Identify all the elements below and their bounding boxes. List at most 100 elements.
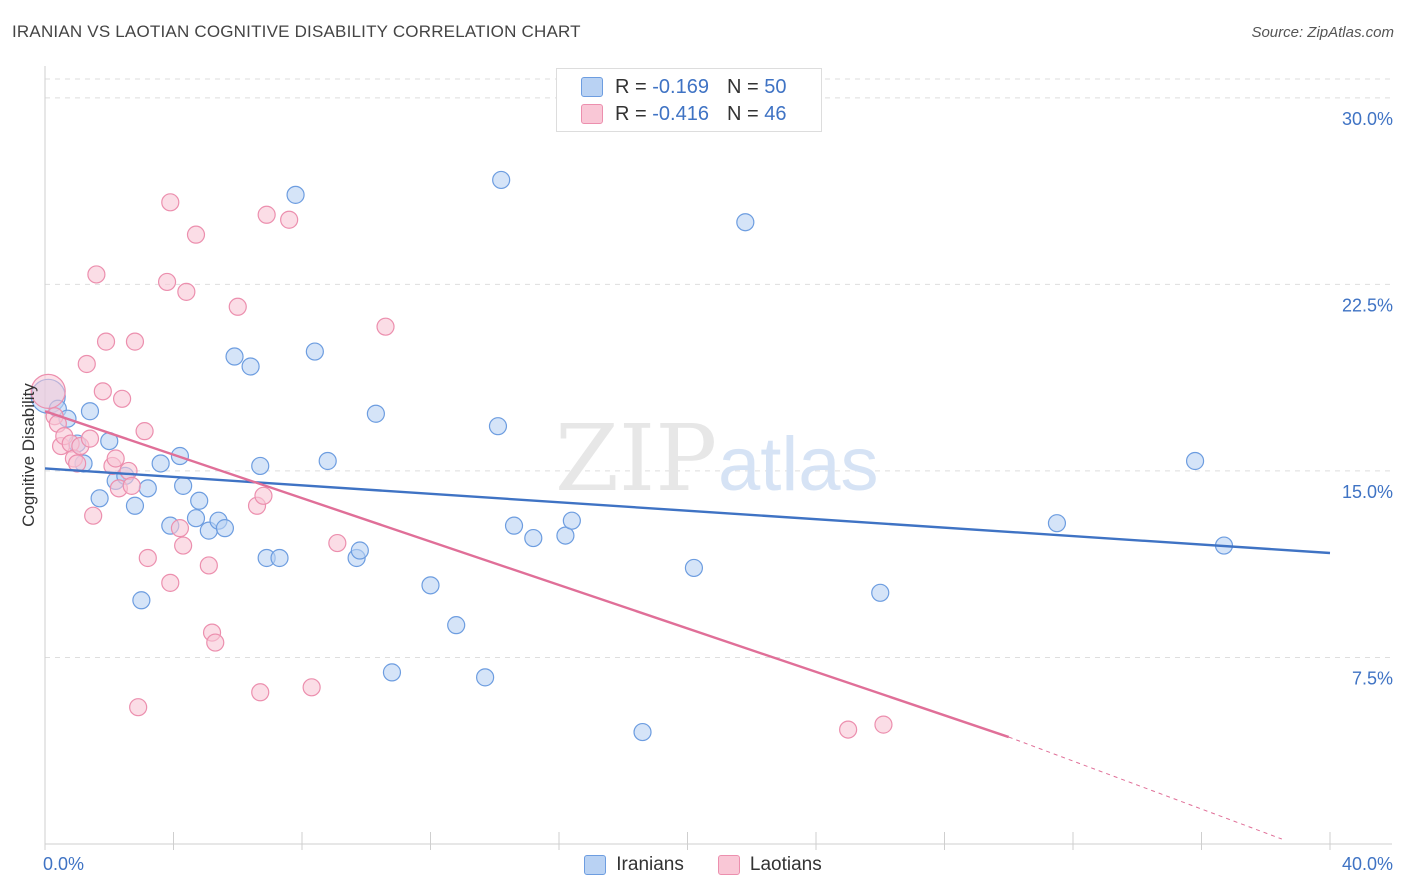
iranians-point (366, 404, 385, 423)
watermark: ZIP atlas (555, 405, 879, 512)
laotians-point (874, 715, 893, 734)
legend: R = -0.169 N = 50 R = -0.416 N = 46 (556, 68, 822, 132)
laotians-point (77, 354, 96, 374)
laotians-point (119, 461, 138, 481)
y-tick-label: 30.0% (1342, 109, 1393, 129)
laotians-point (376, 317, 395, 336)
iranians-point (286, 185, 305, 204)
laotians-point (257, 205, 276, 224)
iranians-point (241, 357, 260, 376)
laotians-point (228, 297, 247, 316)
legend-n-label: N = (726, 75, 759, 98)
series-legend-laotians: Laotians (717, 854, 822, 876)
iranians-point (524, 528, 543, 548)
iranians-point (305, 342, 324, 361)
laotians-point (80, 429, 100, 448)
legend-n-value-laotians: 46 (764, 102, 787, 125)
laotians-point (138, 548, 157, 568)
laotians-point (125, 332, 145, 351)
iranians-point (350, 541, 369, 560)
iranians-point (1185, 451, 1205, 471)
laotians-point (254, 486, 273, 505)
series-swatch-laotians (717, 855, 740, 875)
laotians-point (106, 449, 125, 468)
laotians-point (161, 193, 180, 212)
iranians-point (421, 576, 440, 595)
legend-row-laotians: R = -0.416 N = 46 (581, 101, 786, 127)
laotians-point (280, 210, 299, 229)
laotians-point (135, 422, 154, 441)
legend-r-label: R = (615, 75, 647, 98)
iranians-point (186, 509, 206, 528)
iranians-point (1047, 514, 1067, 533)
tick-labels: 7.5% 15.0% 22.5% 30.0% 0.0% 40.0% (43, 109, 1393, 874)
laotians-point (186, 225, 206, 244)
x-tick-label-right: 40.0% (1342, 854, 1393, 874)
y-tick-label: 22.5% (1342, 295, 1393, 315)
laotians-point (206, 633, 225, 652)
laotians-point (177, 282, 196, 301)
iranians-point (871, 583, 890, 602)
iranians-point (151, 454, 170, 473)
series-label-iranians: Iranians (616, 854, 684, 875)
laotians-point (161, 573, 180, 592)
laotians-trend-line (44, 410, 1010, 739)
laotians-point (839, 720, 858, 739)
laotians-point (93, 382, 112, 401)
laotians-point (112, 389, 132, 408)
series-label-laotians: Laotians (749, 854, 822, 875)
iranians-point (132, 591, 151, 610)
laotians-point (96, 332, 116, 351)
laotians-point (302, 678, 321, 697)
watermark-zip: ZIP (555, 405, 717, 512)
iranians-point (125, 496, 145, 515)
y-tick-label: 7.5% (1352, 668, 1393, 688)
iranians-point (447, 616, 466, 635)
laotians-point (174, 536, 193, 555)
legend-r-value-iranians: -0.169 (652, 75, 709, 98)
laotians-point (251, 683, 270, 702)
iranians-point (190, 491, 209, 510)
series-swatch-iranians (584, 855, 607, 875)
laotians-trend-extension (1008, 736, 1282, 840)
laotians-point (122, 476, 141, 495)
iranians-point (174, 476, 193, 495)
laotians-point (170, 519, 190, 538)
iranians-point (476, 668, 495, 687)
chart-title: IRANIAN VS LAOTIAN COGNITIVE DISABILITY … (12, 22, 581, 41)
iranians-point (488, 417, 508, 436)
iranians-point (138, 479, 157, 498)
laotians-point (199, 556, 218, 575)
series-legend: Iranians Laotians (0, 852, 1406, 878)
laotians-point (68, 454, 87, 473)
laotians-point (84, 506, 103, 525)
iranians-point (270, 548, 289, 568)
iranians-point (225, 347, 244, 366)
iranians-point (562, 511, 581, 530)
iranians-point (684, 558, 704, 578)
legend-n-label: N = (726, 102, 759, 125)
x-tick-label-left: 0.0% (43, 854, 84, 874)
laotians-point (157, 272, 177, 292)
y-tick-label: 15.0% (1342, 482, 1393, 502)
legend-n-value-iranians: 50 (764, 75, 787, 98)
y-axis-label: Cognitive Disability (19, 383, 38, 527)
source-label: Source: ZipAtlas.com (1251, 24, 1394, 41)
legend-swatch-iranians (581, 77, 603, 97)
legend-r-value-laotians: -0.416 (652, 102, 709, 125)
iranians-point (318, 451, 337, 471)
laotians-point (328, 533, 347, 553)
iranians-point (382, 663, 402, 682)
iranians-point (90, 489, 109, 508)
iranians-point (80, 402, 100, 421)
series-legend-iranians: Iranians (584, 854, 684, 876)
legend-swatch-laotians (581, 104, 603, 124)
watermark-atlas: atlas (718, 422, 879, 507)
axes (44, 66, 1392, 850)
trend-lines (44, 410, 1331, 840)
iranians-point (633, 722, 652, 742)
data-points (30, 170, 1234, 742)
iranians-point (215, 519, 234, 538)
legend-r-label: R = (615, 102, 647, 125)
laotians-point (30, 373, 66, 409)
